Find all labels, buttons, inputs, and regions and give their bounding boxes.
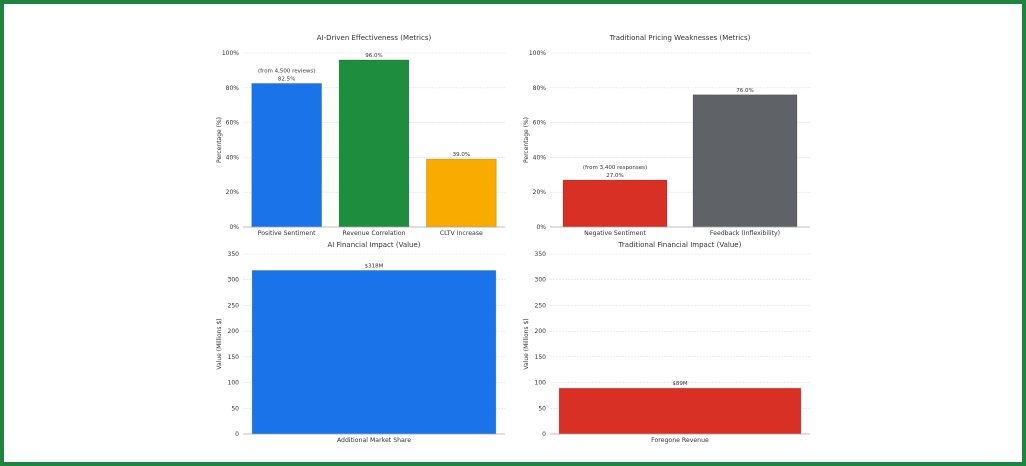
data-annotation: (from 4,500 reviews): [258, 68, 315, 74]
y-axis-label: Percentage (%): [523, 117, 530, 163]
data-label: 96.0%: [365, 53, 382, 59]
y-tick-label: 50: [538, 405, 546, 412]
x-tick-label: CLTV Increase: [440, 230, 483, 237]
y-axis-label: Percentage (%): [216, 117, 223, 163]
chart-2: AI Financial Impact (Value) 0 50 100 150 200 2…: [216, 241, 505, 444]
y-tick-label: 300: [228, 277, 240, 284]
data-label: 27.0%: [606, 173, 623, 179]
bar: [338, 59, 410, 228]
data-label: 82.5%: [278, 76, 295, 82]
y-tick-label: 60%: [533, 120, 547, 127]
y-tick-label: 150: [228, 354, 240, 361]
y-tick-label: 200: [535, 328, 547, 335]
y-tick-label: 80%: [226, 85, 240, 92]
y-tick-label: 350: [228, 251, 240, 258]
bar: [425, 158, 497, 228]
x-tick-label: Positive Sentiment: [258, 230, 316, 237]
y-axis-label: Value (Millions $): [216, 318, 223, 369]
bar: [251, 82, 323, 228]
y-tick-label: 0%: [229, 224, 239, 231]
chart-3: Traditional Financial Impact (Value) 0 50 1…: [523, 241, 810, 444]
y-tick-label: 100: [535, 380, 547, 387]
chart-title: AI Financial Impact (Value): [327, 241, 420, 249]
y-axis-label: Value (Millions $): [523, 318, 530, 369]
chart-0: AI-Driven Effectiveness (Metrics) 0% 20% 40…: [216, 34, 505, 237]
y-tick-label: 100%: [222, 50, 239, 57]
y-tick-label: 60%: [226, 120, 240, 127]
y-tick-label: 80%: [533, 85, 547, 92]
data-label: 39.0%: [453, 152, 470, 158]
y-tick-label: 40%: [226, 154, 240, 161]
y-tick-label: 100: [228, 380, 240, 387]
x-tick-label: Feedback (Inflexibility): [710, 230, 780, 237]
y-tick-label: 50: [231, 405, 239, 412]
y-tick-label: 200: [228, 328, 240, 335]
y-tick-label: 0%: [536, 224, 546, 231]
chart-title: AI-Driven Effectiveness (Metrics): [317, 34, 432, 42]
data-label: 76.0%: [736, 88, 753, 94]
data-label: $89M: [672, 381, 687, 387]
chart-title: Traditional Pricing Weaknesses (Metrics): [609, 34, 751, 42]
x-tick-label: Foregone Revenue: [651, 437, 709, 444]
chart-title: Traditional Financial Impact (Value): [618, 241, 742, 249]
y-tick-label: 20%: [533, 189, 547, 196]
bar: [251, 269, 497, 435]
data-label: $318M: [365, 263, 384, 269]
y-tick-label: 0: [542, 431, 546, 438]
x-tick-label: Negative Sentiment: [584, 230, 646, 237]
bar: [692, 94, 798, 228]
x-tick-label: Revenue Correlation: [342, 230, 405, 237]
bar: [562, 179, 668, 228]
data-annotation: (from 3,400 responses): [583, 165, 647, 171]
chart-1: Traditional Pricing Weaknesses (Metrics)…: [523, 34, 810, 237]
y-tick-label: 150: [535, 354, 547, 361]
y-tick-label: 250: [228, 302, 240, 309]
y-tick-label: 0: [235, 431, 239, 438]
y-tick-label: 350: [535, 251, 547, 258]
x-tick-label: Additional Market Share: [337, 437, 411, 444]
y-tick-label: 100%: [529, 50, 546, 57]
y-tick-label: 40%: [533, 154, 547, 161]
y-tick-label: 20%: [226, 189, 240, 196]
bar: [558, 387, 802, 435]
y-tick-label: 300: [535, 277, 547, 284]
y-tick-label: 250: [535, 302, 547, 309]
